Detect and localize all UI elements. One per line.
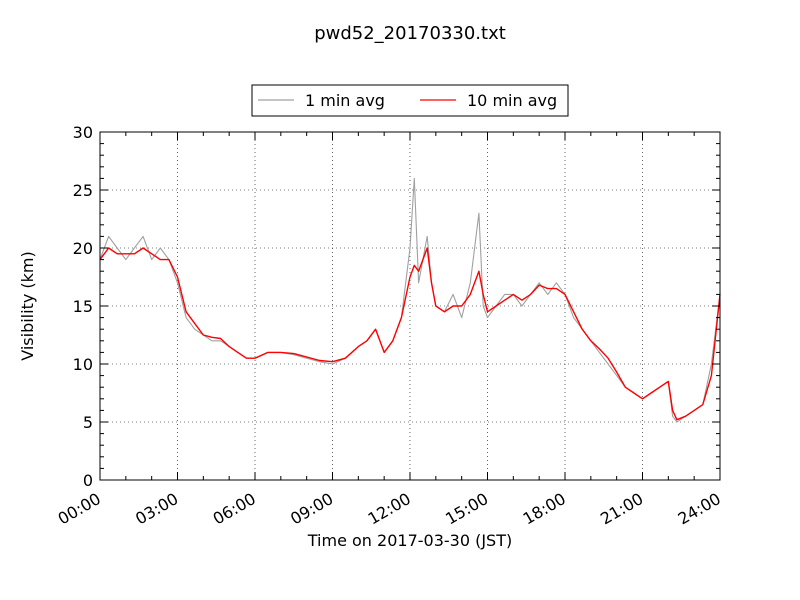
y-tick-label: 10 — [73, 355, 93, 374]
y-tick-label: 15 — [73, 297, 93, 316]
chart-title: pwd52_20170330.txt — [314, 23, 506, 44]
y-axis-label: Visibility (km) — [18, 251, 37, 360]
y-tick-label: 5 — [83, 413, 93, 432]
series-line-10min-avg — [99, 247, 721, 421]
grid-lines — [100, 132, 720, 480]
y-tick-label: 0 — [83, 471, 93, 490]
y-tick-label: 30 — [73, 123, 93, 142]
x-axis-label: Time on 2017-03-30 (JST) — [307, 531, 512, 550]
y-tick-labels: 0 5 10 15 20 25 30 — [73, 123, 93, 490]
legend-label-10min: 10 min avg — [467, 91, 557, 110]
plot-series — [99, 177, 721, 423]
legend: 1 min avg 10 min avg — [251, 84, 569, 117]
tick-marks — [99, 131, 721, 481]
y-tick-label: 25 — [73, 181, 93, 200]
y-tick-label: 20 — [73, 239, 93, 258]
legend-label-1min: 1 min avg — [305, 91, 385, 110]
legend-frame — [251, 84, 569, 117]
